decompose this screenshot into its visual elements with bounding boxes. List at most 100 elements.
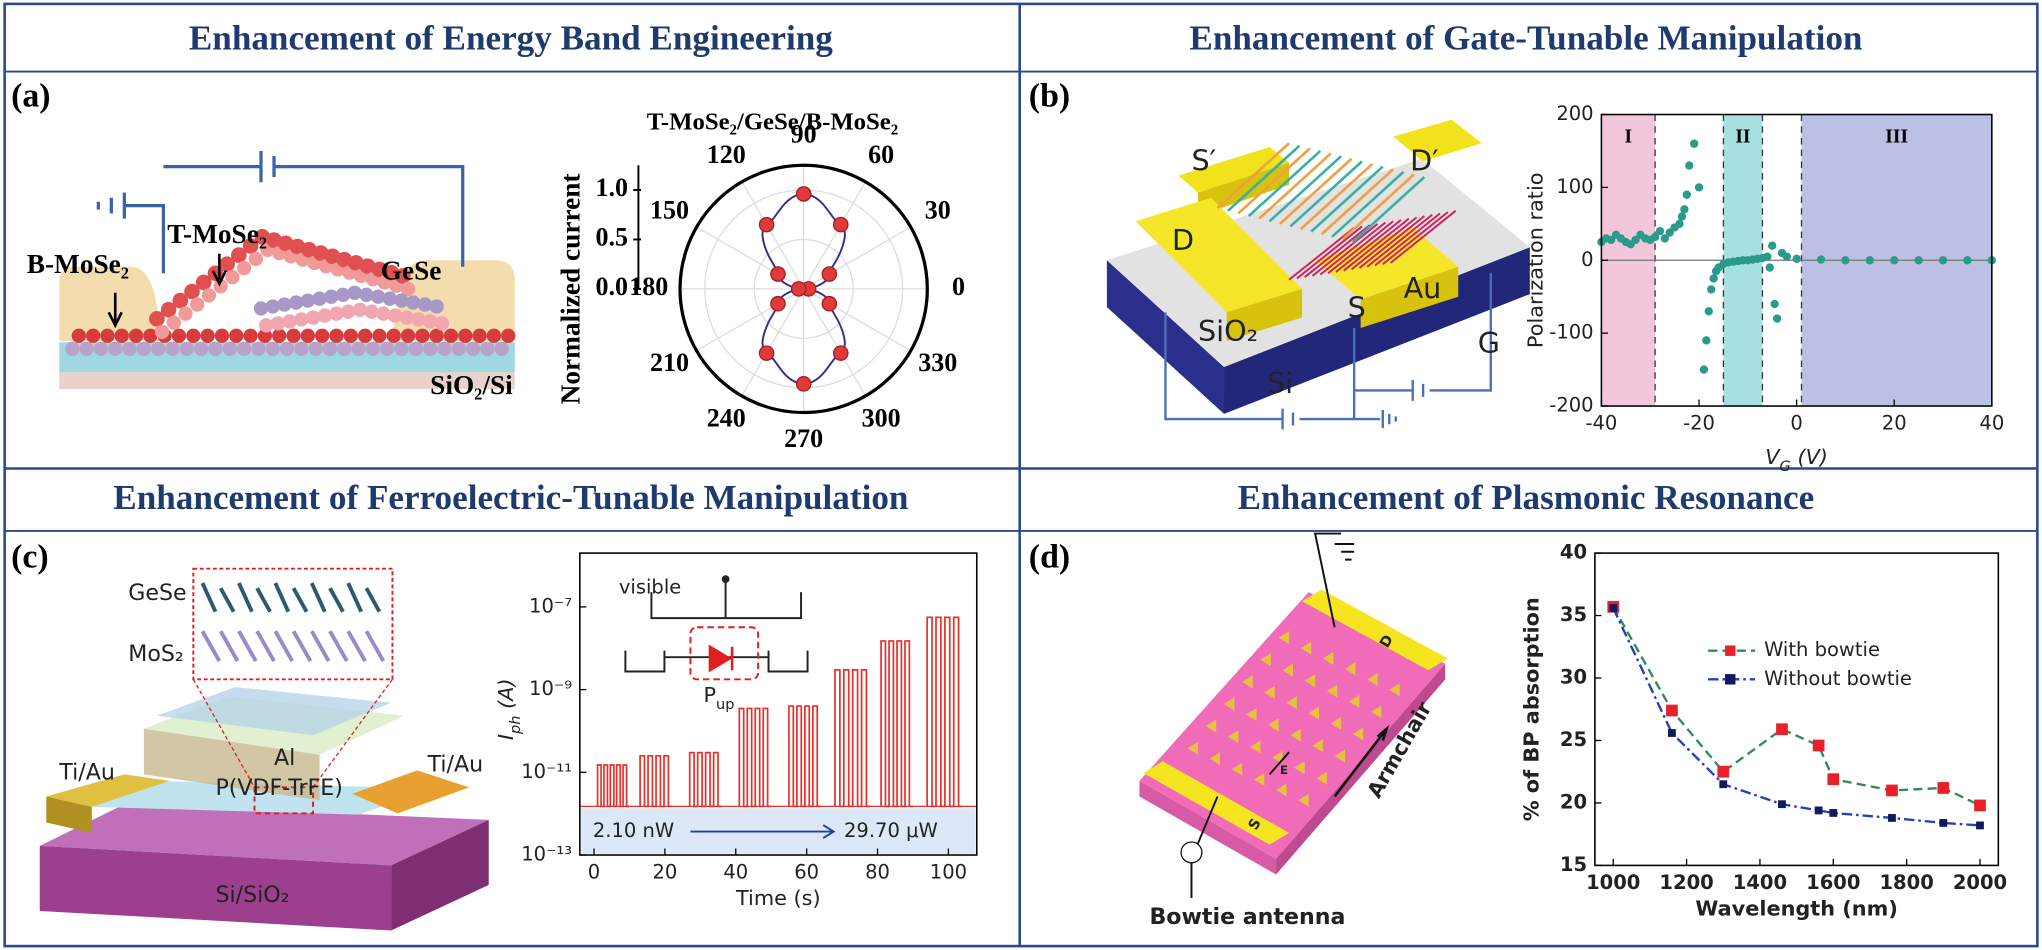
decoration [1242,675,1253,689]
decoration [200,582,218,613]
decoration [415,328,430,343]
diagram-label: B-MoSe₂ [27,249,129,279]
inset-label: Pup [703,683,734,713]
data-point [1976,821,1984,830]
decoration [272,328,287,343]
decoration [71,328,86,343]
angle-tick-label: 180 [629,272,668,301]
decoration [46,774,170,807]
decoration [1231,762,1243,776]
decoration [243,328,258,343]
decoration [1139,780,1277,875]
decoration [1180,841,1203,864]
data-point [1841,256,1850,265]
panel-label: (b) [1029,78,1070,115]
decoration [1288,226,1355,281]
decoration [200,328,215,343]
decoration [1187,741,1198,755]
diagram-label: Ti/Au [58,760,115,786]
annotation: visible [619,576,681,599]
decoration [1253,773,1265,787]
pulse-train [834,669,871,808]
x-tick-label: 0 [1790,412,1802,435]
decoration [46,796,92,833]
data-point [758,345,775,361]
data-point [1974,799,1986,812]
decoration [236,260,252,276]
decoration [335,287,351,302]
y-axis-label-part: (A) [494,678,518,715]
x-axis-label-part: G [1780,458,1791,475]
decoration [1326,684,1338,698]
decoration [1311,223,1379,277]
decoration [253,786,315,815]
x-tick-label: 1200 [1659,871,1713,894]
diagram-label: P(VDF-TrFE) [215,775,342,801]
data-point [1699,365,1709,374]
y-axis-label: Polarization ratio [1523,172,1547,348]
decoration [1135,197,1303,313]
diagram-label: Si [1267,366,1293,400]
region-label: III [1885,126,1908,147]
decoration [237,630,258,663]
data-point [1827,773,1840,786]
decoration [143,728,320,801]
inset-node [721,575,730,584]
decoration [294,341,309,356]
decoration [93,341,109,356]
decoration [1216,142,1290,210]
decoration [324,289,339,304]
decoration [386,328,401,343]
data-point [1685,161,1694,170]
decoration [458,328,473,343]
decoration [266,232,282,248]
data-point [832,345,849,361]
data-point [1890,256,1899,265]
decoration [395,268,411,284]
data-point [1865,256,1874,265]
diagram-label: Bowtie antenna [1149,904,1345,930]
decoration [364,304,379,319]
legend-label: Without bowtie [1764,667,1912,690]
decoration [265,299,280,314]
data-point [1763,252,1772,261]
data-point [770,295,786,312]
decoration [1279,157,1353,225]
y-axis-label-part: ph [506,715,523,734]
data-point [1675,219,1684,228]
diagram-label: S′ [1191,144,1216,178]
decoration [1224,697,1235,711]
decoration [429,299,444,314]
diagram-label: S [1348,291,1366,325]
x-tick-label: 2000 [1953,871,2007,894]
y-tick-label: 20 [1560,790,1587,813]
decoration [192,567,394,681]
data-point [1704,307,1713,316]
decoration [1382,211,1449,265]
decoration [251,341,266,356]
data-point [1655,226,1665,236]
pulse-train [688,751,722,808]
diagram-label: D [1172,223,1194,257]
decoration [255,630,276,663]
grid-line [741,288,805,397]
decoration [329,328,344,343]
decoration [312,291,327,306]
axis-frame [1594,552,2000,867]
decoration [1272,750,1283,764]
decoration [1226,288,1303,341]
decoration [222,341,237,356]
decoration [315,328,330,343]
decoration [1334,749,1346,763]
decoration [254,229,271,245]
decoration [437,341,452,356]
decoration [359,258,376,274]
decoration [218,587,236,613]
data-point [1709,274,1718,283]
decoration [213,279,228,294]
decoration [480,341,495,356]
decoration [343,328,358,343]
decoration [1316,771,1327,785]
x-tick-label: 60 [794,861,819,884]
decoration [301,242,317,258]
